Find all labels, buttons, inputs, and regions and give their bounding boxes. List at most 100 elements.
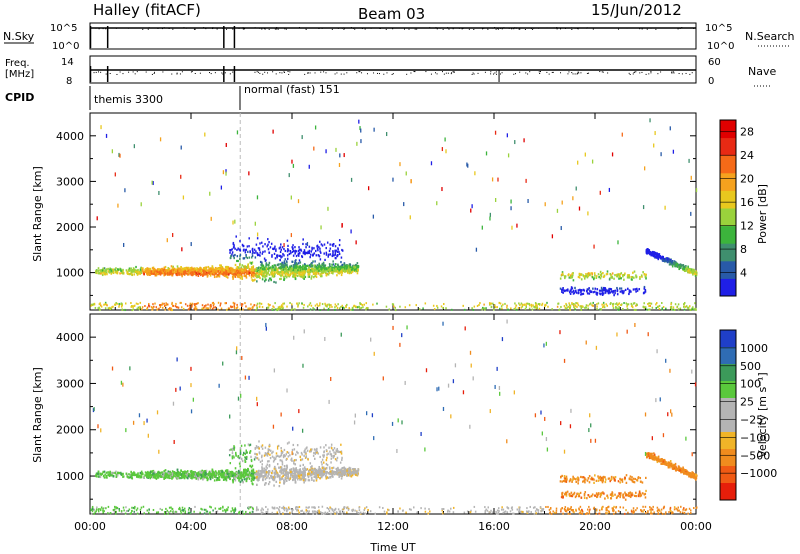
nsky-dot [650, 27, 652, 29]
nsky-dot [416, 28, 418, 30]
nsky-dot [574, 27, 576, 29]
nsky-dot [693, 27, 695, 29]
nsky-dot [147, 28, 149, 30]
nsky-dot [379, 27, 381, 29]
nave-dot [681, 73, 683, 75]
nsky-dot [354, 28, 356, 30]
nave-dot [628, 72, 630, 74]
nsky-dot [277, 28, 279, 30]
nsky-dot [655, 28, 657, 30]
nsky-dot [264, 28, 266, 30]
nave-dot [548, 73, 550, 75]
nave-dot [259, 72, 261, 74]
nave-dot [289, 71, 291, 73]
nsky-dot [639, 28, 641, 30]
nave-dot [361, 72, 363, 74]
nsky-dot [458, 27, 460, 29]
nave-dot [119, 71, 121, 73]
nave-dot [199, 72, 201, 74]
nsky-dot [298, 27, 300, 29]
nsky-dot [105, 28, 107, 30]
panel-frame [89, 313, 697, 515]
colorbar-swatch [720, 137, 736, 156]
nave-dot [447, 72, 449, 74]
nsky-dot [254, 27, 256, 29]
nsky-dot [98, 28, 100, 30]
colorbar-swatch [720, 381, 736, 399]
nsky-tick-bottom: 10^0 [52, 41, 79, 52]
nsky-dot [448, 28, 450, 30]
y-tick-label: 3000 [56, 175, 84, 188]
nave-dot [602, 71, 604, 73]
nave-dot [191, 71, 193, 73]
nsky-dot [352, 27, 354, 29]
nsky-dot [337, 27, 339, 29]
nave-dot [634, 71, 636, 73]
nave-dot [572, 73, 574, 75]
nave-dot [181, 71, 183, 73]
colorbar-swatch [720, 243, 736, 262]
nsky-dot [205, 28, 207, 30]
nsky-dot [392, 28, 394, 30]
nave-dot [648, 73, 650, 75]
scatter-cells [90, 319, 698, 516]
x-tick-label: 00:00 [680, 520, 712, 533]
velocity-colorbar-label: Velocity [m s⁻¹] [756, 372, 769, 457]
nsky-dot [518, 28, 520, 30]
nave-dot [568, 71, 570, 73]
colorbar-swatch [720, 330, 736, 348]
cpid-label: CPID [5, 91, 34, 104]
nave-dot [425, 71, 427, 73]
nave-dot [607, 72, 609, 74]
nave-dot [539, 72, 541, 74]
colorbar-swatch [720, 225, 736, 244]
nsearch-tick-bottom: 10^0 [707, 41, 734, 52]
nave-dot [356, 72, 358, 74]
nave-dot [210, 73, 212, 75]
nsky-dot [513, 27, 515, 29]
nave-dot [373, 72, 375, 74]
nave-dot [567, 73, 569, 75]
nave-dot [495, 73, 497, 75]
nsky-dot [442, 28, 444, 30]
colorbar-tick-label: 12 [740, 220, 754, 233]
nsky-dot [483, 27, 485, 29]
nsky-dot [238, 27, 240, 29]
nave-dot [452, 71, 454, 73]
nsky-dot [172, 28, 174, 30]
nave-dot [116, 73, 118, 75]
nave-dot [673, 72, 675, 74]
nave-dot [588, 72, 590, 74]
nave-dot [519, 71, 521, 73]
nsky-dot [586, 27, 588, 29]
nsky-dot [576, 27, 578, 29]
nave-dot [410, 72, 412, 74]
nsky-dot [148, 27, 150, 29]
nsky-dot [487, 28, 489, 30]
nave-dot [490, 71, 492, 73]
nsky-dot [560, 28, 562, 30]
nave-dot [254, 71, 256, 73]
nave-dot [471, 73, 473, 75]
nave-dot [162, 71, 164, 73]
nave-dot [171, 73, 173, 75]
nsky-dot [212, 27, 214, 29]
nsky-dot [276, 28, 278, 30]
nave-dot [671, 72, 673, 74]
nave-dot [580, 72, 582, 74]
nave-dot [657, 73, 659, 75]
nave-dot [689, 73, 691, 75]
nave-dot [540, 71, 542, 73]
colorbar-swatch [720, 364, 736, 382]
nave-dot [629, 73, 631, 75]
power-colorbar-label: Power [dB] [756, 184, 769, 244]
colorbar-tick-label: −100 [740, 431, 770, 444]
nsky-dot [341, 27, 343, 29]
nsky-dot [157, 27, 159, 29]
nave-dot [392, 73, 394, 75]
x-tick-label: 00:00 [74, 520, 106, 533]
nave-dot [650, 72, 652, 74]
nsky-dot [232, 28, 234, 30]
nave-dot [229, 73, 231, 75]
